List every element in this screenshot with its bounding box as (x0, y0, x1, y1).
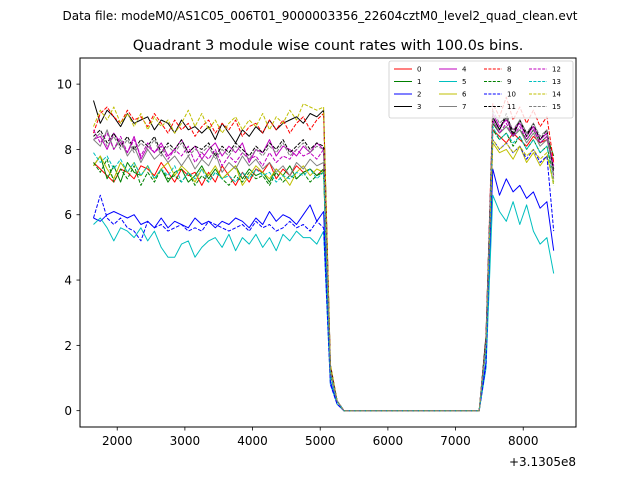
legend-frame (388, 60, 574, 119)
legend-label-1: 1 (417, 78, 421, 86)
legend-label-15: 15 (552, 103, 561, 111)
y-tick-label: 6 (64, 208, 72, 222)
series-line-13 (93, 126, 555, 412)
series-line-15 (93, 109, 555, 412)
legend-label-11: 11 (507, 103, 516, 111)
suptitle: Data file: modeM0/AS1C05_006T01_90000033… (62, 9, 577, 23)
legend-label-2: 2 (417, 91, 421, 99)
x-tick-label: 7000 (440, 434, 471, 448)
x-tick-label: 8000 (508, 434, 539, 448)
legend-label-7: 7 (462, 103, 466, 111)
chart-title: Quadrant 3 module wise count rates with … (133, 38, 524, 54)
y-axis: 0 2 4 6 8 10 (57, 78, 80, 418)
x-axis: 2000 3000 4000 5000 6000 7000 8000 (102, 427, 539, 448)
x-tick-label: 6000 (373, 434, 404, 448)
axes-frame (79, 57, 577, 428)
series-line-14 (93, 103, 555, 412)
legend-label-12: 12 (552, 66, 561, 74)
y-tick-label: 10 (57, 78, 72, 92)
legend-label-14: 14 (552, 91, 561, 99)
y-tick-label: 8 (64, 143, 72, 157)
series-lines (93, 96, 555, 412)
series-line-10 (93, 139, 555, 412)
x-tick-label: 5000 (305, 434, 336, 448)
legend-label-0: 0 (417, 66, 421, 74)
x-tick-label: 3000 (170, 434, 201, 448)
legend-label-3: 3 (417, 103, 421, 111)
legend-label-8: 8 (507, 66, 511, 74)
legend-label-5: 5 (462, 78, 466, 86)
legend-label-13: 13 (552, 78, 561, 86)
legend-label-4: 4 (462, 66, 467, 74)
x-tick-label: 4000 (237, 434, 268, 448)
y-tick-label: 0 (64, 404, 72, 418)
x-offset-label: +3.1305e8 (509, 455, 576, 469)
y-tick-label: 2 (64, 339, 72, 353)
x-tick-label: 2000 (102, 434, 133, 448)
legend-label-6: 6 (462, 91, 467, 99)
y-tick-label: 4 (64, 274, 72, 288)
legend-label-9: 9 (507, 78, 511, 86)
legend-label-10: 10 (507, 91, 516, 99)
